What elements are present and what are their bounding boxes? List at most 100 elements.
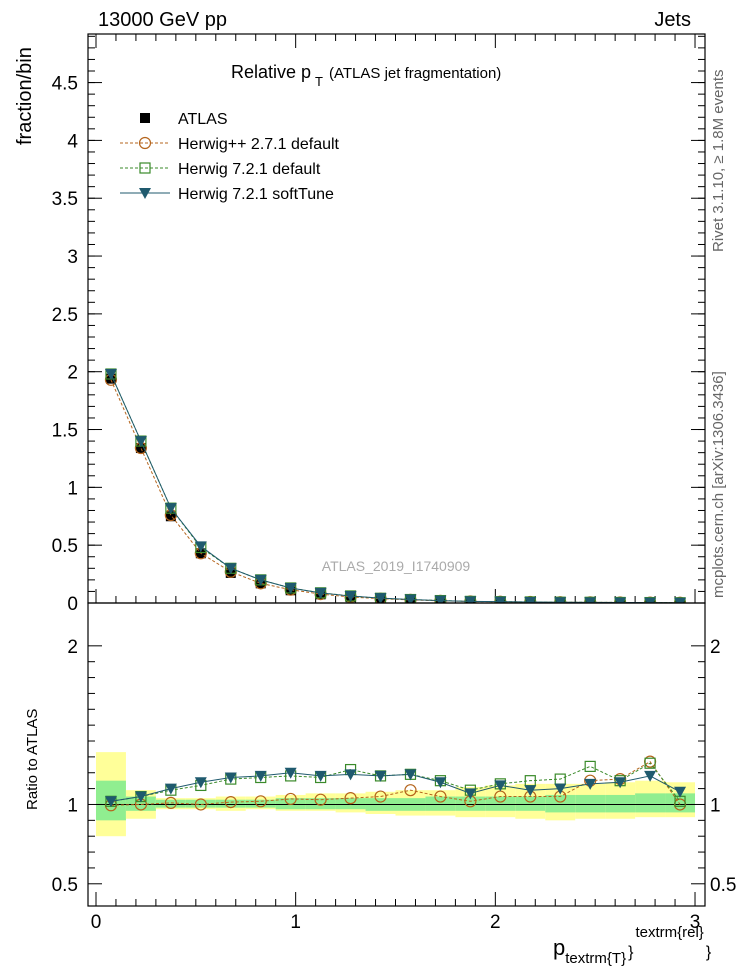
title-rest: (ATLAS jet fragmentation) xyxy=(329,65,501,82)
legend-label: Herwig 7.2.1 softTune xyxy=(178,186,334,203)
main-point-3 xyxy=(644,597,657,603)
title-main: Relative p xyxy=(231,62,311,82)
main-point-3 xyxy=(224,563,237,575)
ratio-point-2 xyxy=(254,770,267,782)
ratio-point-2 xyxy=(284,767,297,779)
main-point-3 xyxy=(434,595,447,603)
xtick-label: 3 xyxy=(690,912,701,933)
stat-uncertainty-band xyxy=(515,796,546,811)
ratio-point-2 xyxy=(524,785,537,797)
ratio-point-2 xyxy=(494,780,507,792)
stat-uncertainty-band xyxy=(455,796,486,811)
stat-uncertainty-band xyxy=(485,796,516,811)
stat-uncertainty-band xyxy=(305,798,336,810)
legend-label: Herwig 7.2.1 default xyxy=(178,161,321,178)
header-left: 13000 GeV pp xyxy=(98,9,227,31)
title-sub: T xyxy=(315,74,323,89)
ratio-point-2 xyxy=(614,777,627,789)
ratio-point-2 xyxy=(464,788,477,800)
ratio-point-2 xyxy=(134,791,147,803)
ratio-point-2 xyxy=(434,777,447,789)
ratio-point-2 xyxy=(404,769,417,781)
ratio-point-0 xyxy=(374,790,387,803)
main-ytick-label: 4.5 xyxy=(52,74,78,95)
ratio-point-2 xyxy=(344,769,357,781)
header-right: Jets xyxy=(654,9,691,31)
main-point-0 xyxy=(135,443,146,454)
main-title: Relative p T (ATLAS jet fragmentation) xyxy=(231,62,501,89)
main-point-3 xyxy=(464,596,477,603)
main-series xyxy=(104,368,687,603)
ratio-frame xyxy=(87,602,706,907)
stat-uncertainty-band xyxy=(425,796,456,811)
ratio-point-0 xyxy=(254,795,267,808)
main-ytick-label: 4 xyxy=(67,131,78,152)
ratio-point-1 xyxy=(644,757,656,769)
ratio-point-2 xyxy=(224,772,237,784)
side-label-bottom: mcplots.cern.ch [arXiv:1306.3436] xyxy=(710,371,727,598)
stat-uncertainty-band xyxy=(545,794,576,813)
main-ylabel: fraction/bin xyxy=(14,47,36,145)
ratio-bands xyxy=(95,752,696,837)
xtick-label: 0 xyxy=(91,912,102,933)
main-point-3 xyxy=(584,597,597,603)
ratio-point-0 xyxy=(404,784,417,797)
main-point-3 xyxy=(674,597,687,603)
main-point-3 xyxy=(164,503,177,515)
stat-uncertainty-band xyxy=(635,793,666,813)
ratio-point-2 xyxy=(644,770,657,782)
main-point-3 xyxy=(314,587,327,599)
xtick-label: 2 xyxy=(490,912,501,933)
stat-uncertainty-band xyxy=(185,799,216,808)
ratio-point-0 xyxy=(344,792,357,805)
ratio-ytick-label-left: 0.5 xyxy=(52,875,78,896)
legend: ATLAS Herwig++ 2.7.1 default Herwig 7.2.1 … xyxy=(120,111,340,203)
main-ytick-label: 0.5 xyxy=(52,536,78,557)
legend-marker xyxy=(139,162,151,174)
main-point-3 xyxy=(524,596,537,603)
main-point-3 xyxy=(344,591,357,603)
side-label-top: Rivet 3.1.10, ≥ 1.8M events xyxy=(710,70,727,253)
ratio-point-2 xyxy=(554,783,567,795)
ratio-plot: 0.5 0.5 1 1 2 2 0 1 2 3 xyxy=(52,602,736,933)
main-point-3 xyxy=(104,369,117,381)
ratio-point-2 xyxy=(194,777,207,789)
ratio-line-2 xyxy=(110,772,681,802)
main-point-3 xyxy=(404,594,417,603)
ratio-line-0 xyxy=(110,760,681,806)
main-ytick-label: 3.5 xyxy=(52,189,78,210)
legend-marker xyxy=(140,113,150,123)
ratio-point-0 xyxy=(284,792,297,806)
main-ytick-label: 1.5 xyxy=(52,421,78,442)
main-point-3 xyxy=(254,574,267,586)
ratio-point-1 xyxy=(584,760,596,772)
ratio-ylabel: Ratio to ATLAS xyxy=(24,709,41,810)
main-point-0 xyxy=(165,511,176,522)
main-point-3 xyxy=(284,582,297,594)
main-point-3 xyxy=(494,596,507,603)
stat-uncertainty-band xyxy=(275,798,306,810)
x-label-main: p xyxy=(553,935,565,960)
ratio-series xyxy=(104,755,687,812)
main-plot: 0 0.5 1 1.5 2 2.5 3 3.5 4 4.5 xyxy=(52,33,706,615)
ratio-point-2 xyxy=(104,796,117,808)
main-line-3 xyxy=(110,373,681,603)
main-ytick-label: 2 xyxy=(67,363,78,384)
ratio-point-0 xyxy=(164,796,177,809)
stat-uncertainty-band xyxy=(245,799,276,808)
legend-label: ATLAS xyxy=(178,111,228,128)
stat-uncertainty-band xyxy=(665,793,696,813)
ratio-point-2 xyxy=(674,786,687,798)
ratio-point-2 xyxy=(314,770,327,782)
main-ytick-label: 1 xyxy=(67,478,78,499)
main-ytick-label: 0 xyxy=(67,594,78,615)
ratio-point-0 xyxy=(224,795,237,809)
ratio-ytick-label-left: 1 xyxy=(67,795,78,816)
ratio-point-0 xyxy=(194,798,207,811)
main-point-3 xyxy=(194,541,207,553)
main-ytick-label: 2.5 xyxy=(52,305,78,326)
x-label-sup: textrm{rel} xyxy=(635,924,703,941)
ratio-ytick-label-right: 1 xyxy=(710,795,721,816)
ratio-point-2 xyxy=(584,778,597,790)
